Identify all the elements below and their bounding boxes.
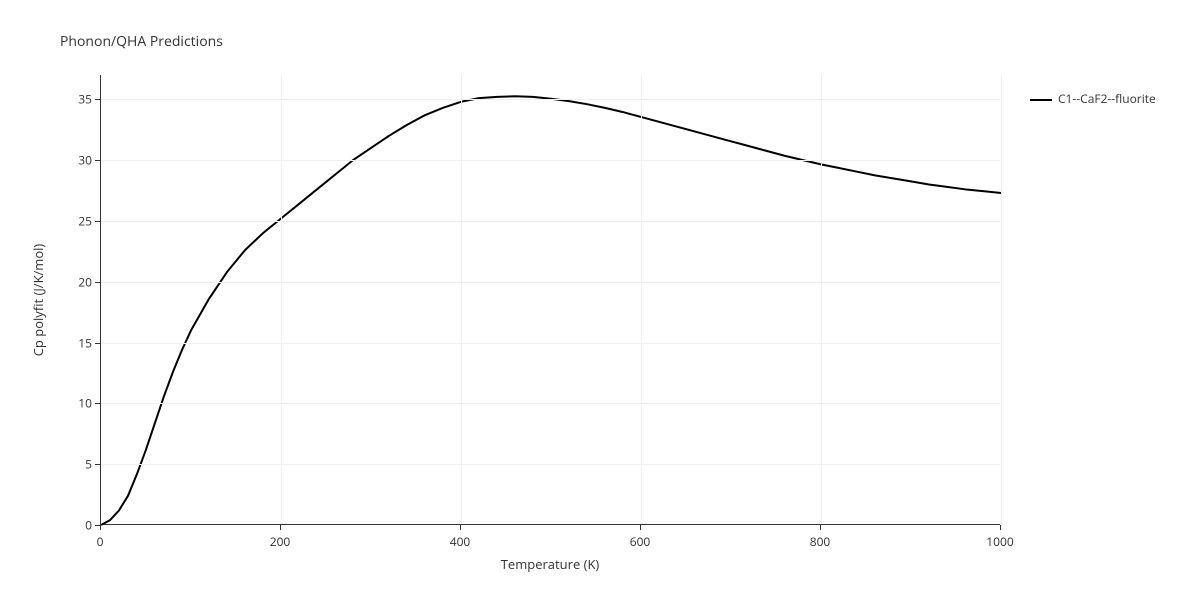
y-tick-label: 15: [72, 334, 92, 351]
grid-line-vertical: [821, 75, 822, 524]
y-tick-label: 0: [72, 517, 92, 534]
y-tick-mark: [95, 282, 100, 283]
x-tick-label: 200: [270, 533, 291, 550]
x-tick-mark: [100, 525, 101, 530]
grid-line-vertical: [641, 75, 642, 524]
y-tick-label: 10: [72, 395, 92, 412]
y-tick-mark: [95, 99, 100, 100]
chart-container: Phonon/QHA Predictions Temperature (K) C…: [0, 0, 1200, 600]
x-tick-mark: [460, 525, 461, 530]
grid-line-horizontal: [101, 282, 1000, 283]
x-tick-label: 400: [450, 533, 471, 550]
legend-label: C1--CaF2--fluorite: [1058, 90, 1156, 107]
x-tick-mark: [820, 525, 821, 530]
grid-line-horizontal: [101, 403, 1000, 404]
grid-line-horizontal: [101, 343, 1000, 344]
legend-item: C1--CaF2--fluorite: [1030, 90, 1156, 107]
x-tick-label: 800: [810, 533, 831, 550]
y-tick-mark: [95, 403, 100, 404]
grid-line-vertical: [281, 75, 282, 524]
chart-title: Phonon/QHA Predictions: [60, 32, 223, 51]
x-tick-label: 1000: [986, 533, 1013, 550]
grid-line-vertical: [461, 75, 462, 524]
y-tick-label: 5: [72, 456, 92, 473]
grid-line-horizontal: [101, 160, 1000, 161]
y-tick-label: 35: [72, 91, 92, 108]
y-tick-mark: [95, 221, 100, 222]
x-tick-mark: [1000, 525, 1001, 530]
x-tick-mark: [640, 525, 641, 530]
y-axis-label: Cp polyfit (J/K/mol): [29, 244, 47, 357]
y-tick-label: 30: [72, 152, 92, 169]
plot-area: [100, 75, 1000, 525]
y-tick-label: 20: [72, 273, 92, 290]
grid-line-horizontal: [101, 221, 1000, 222]
grid-line-vertical: [1001, 75, 1002, 524]
series-layer: [101, 75, 1001, 525]
y-tick-mark: [95, 160, 100, 161]
x-tick-mark: [280, 525, 281, 530]
y-tick-mark: [95, 343, 100, 344]
x-tick-label: 600: [630, 533, 651, 550]
x-tick-label: 0: [97, 533, 104, 550]
y-tick-mark: [95, 525, 100, 526]
y-tick-label: 25: [72, 212, 92, 229]
y-tick-mark: [95, 464, 100, 465]
legend-swatch: [1030, 99, 1052, 101]
x-axis-label: Temperature (K): [501, 555, 600, 573]
grid-line-horizontal: [101, 99, 1000, 100]
legend: C1--CaF2--fluorite: [1030, 90, 1156, 107]
grid-line-horizontal: [101, 464, 1000, 465]
